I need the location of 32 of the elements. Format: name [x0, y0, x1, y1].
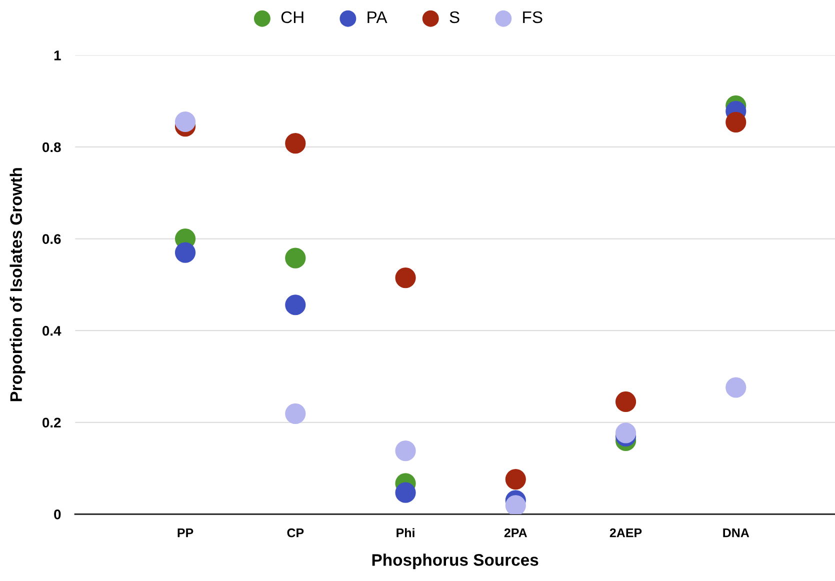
- y-tick-label: 0: [54, 510, 61, 520]
- point: [505, 469, 526, 490]
- point: [395, 482, 416, 503]
- legend-label: S: [450, 11, 460, 24]
- y-tick-label: 1: [54, 50, 61, 60]
- y-axis-title: Proportion of Isolates Growth: [10, 168, 26, 402]
- x-tick-label: 2AEP: [610, 528, 642, 538]
- x-tick-label: PP: [178, 528, 194, 538]
- x-tick-label: DNA: [723, 528, 750, 538]
- y-tick-label: 0.6: [42, 234, 61, 244]
- legend-label: FS: [523, 11, 542, 24]
- y-tick-label: 0.8: [42, 142, 61, 152]
- x-tick-label: Phi: [396, 528, 414, 538]
- y-tick-label: 0.2: [42, 418, 61, 428]
- x-axis-title: Phosphorus Sources: [372, 554, 538, 570]
- legend-label: CH: [281, 11, 304, 24]
- y-tick-label: 0.4: [42, 326, 62, 336]
- point: [285, 403, 306, 424]
- point: [285, 294, 306, 316]
- point: [174, 111, 196, 132]
- legend-label: PA: [368, 12, 388, 23]
- point: [174, 242, 196, 263]
- point: [285, 248, 306, 268]
- point: [395, 440, 416, 462]
- point: [615, 391, 636, 412]
- point: [726, 112, 746, 133]
- point: [726, 377, 746, 398]
- x-tick-label: 2PA: [504, 528, 528, 538]
- x-tick-label: CP: [287, 528, 304, 538]
- point: [285, 133, 306, 154]
- point: [395, 268, 416, 288]
- point: [505, 495, 526, 514]
